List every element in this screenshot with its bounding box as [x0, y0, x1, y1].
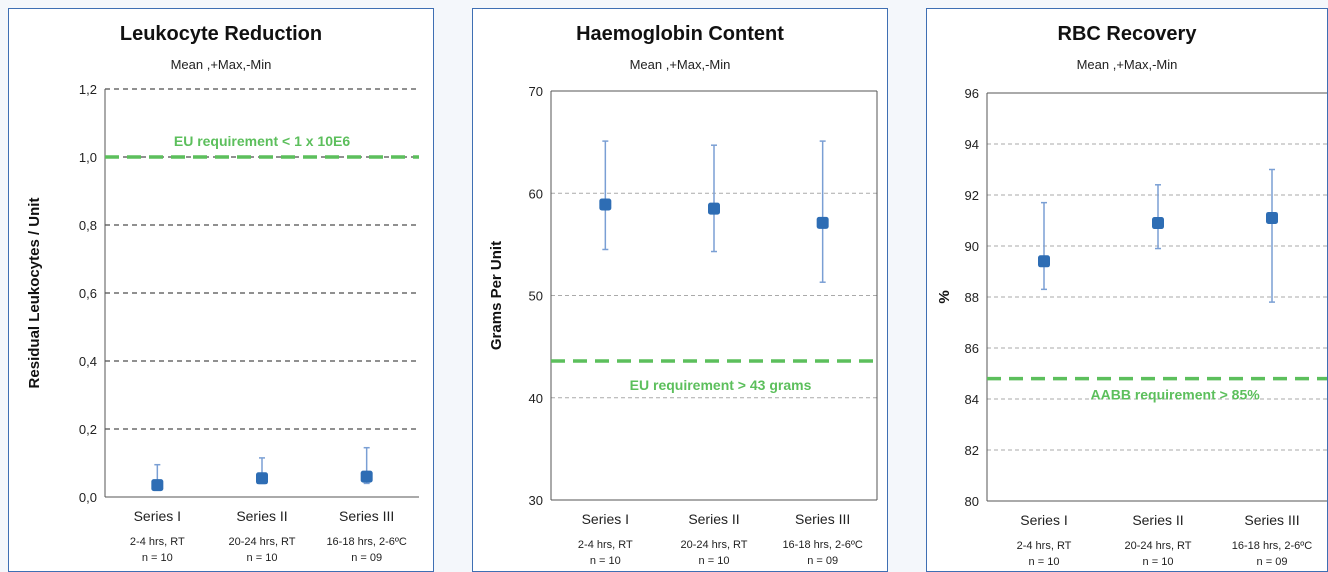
y-tick-label: 86: [965, 341, 979, 356]
y-tick-label: 0,2: [79, 422, 97, 437]
y-tick-label: 90: [965, 239, 979, 254]
requirement-label: EU requirement > 43 grams: [630, 377, 812, 393]
x-category-condition: 16-18 hrs, 2-6ºC: [1232, 540, 1312, 552]
y-tick-label: 50: [529, 289, 543, 304]
x-category-label: Series I: [134, 508, 181, 524]
x-category-n: n = 10: [590, 555, 621, 567]
requirement-label: EU requirement < 1 x 10E6: [174, 133, 350, 149]
x-category-condition: 16-18 hrs, 2-6ºC: [782, 539, 862, 551]
mean-marker: [1266, 211, 1278, 224]
y-tick-label: 30: [529, 493, 543, 508]
y-tick-label: 1,0: [79, 150, 97, 165]
y-axis-title: %: [936, 290, 953, 303]
x-category-condition: 2-4 hrs, RT: [578, 539, 633, 551]
x-category-n: n = 10: [247, 552, 278, 564]
y-tick-label: 96: [965, 86, 979, 101]
chart-panel-haemoglobin-content: Haemoglobin Content Mean ,+Max,-Min 30 40…: [472, 8, 888, 572]
x-category-label: Series III: [795, 511, 850, 527]
x-category-condition: 16-18 hrs, 2-6ºC: [326, 536, 406, 548]
y-tick-label: 1,2: [79, 82, 97, 97]
requirement-label: AABB requirement > 85%: [1090, 387, 1260, 403]
y-tick-label: 82: [965, 443, 979, 458]
y-tick-label: 84: [965, 392, 979, 407]
x-category-condition: 20-24 hrs, RT: [228, 536, 295, 548]
x-category-label: Series III: [1244, 512, 1299, 528]
chart-title: RBC Recovery: [1057, 23, 1197, 45]
chart-subtitle: Mean ,+Max,-Min: [629, 57, 731, 72]
chart-panel-leukocyte-reduction: Leukocyte Reduction Mean ,+Max,-Min 0,0 0…: [8, 8, 434, 572]
x-category-condition: 20-24 hrs, RT: [1124, 540, 1191, 552]
x-category-n: n = 09: [351, 552, 382, 564]
x-category-n: n = 10: [1143, 556, 1174, 568]
y-tick-label: 88: [965, 290, 979, 305]
y-tick-label: 94: [965, 137, 979, 152]
x-category-label: Series III: [339, 508, 394, 524]
y-tick-label: 92: [965, 188, 979, 203]
chart-subtitle: Mean ,+Max,-Min: [1076, 57, 1178, 72]
x-category-n: n = 10: [699, 555, 730, 567]
mean-marker: [151, 479, 164, 492]
y-axis-title: Residual Leukocytes / Unit: [26, 198, 43, 389]
x-category-n: n = 10: [142, 552, 173, 564]
y-tick-label: 0,8: [79, 218, 97, 233]
mean-marker: [1038, 255, 1050, 268]
y-tick-label: 40: [529, 391, 543, 406]
y-tick-label: 0,6: [79, 286, 97, 301]
x-category-label: Series I: [1020, 512, 1067, 528]
y-tick-label: 0,0: [79, 490, 97, 505]
mean-marker: [708, 202, 720, 215]
x-category-label: Series II: [688, 511, 739, 527]
x-category-n: n = 09: [807, 555, 838, 567]
mean-marker: [1152, 217, 1164, 230]
x-category-condition: 2-4 hrs, RT: [1017, 540, 1072, 552]
chart-svg: 80 82 84 86 88 90 92 94 96% AABB requirement > 85…: [936, 86, 1327, 568]
y-tick-label: 80: [965, 494, 979, 509]
x-category-n: n = 10: [1029, 556, 1060, 568]
y-axis-title: Grams Per Unit: [488, 241, 505, 350]
chart-panel-rbc-recovery: RBC Recovery Mean ,+Max,-Min 80 82 84 86 88 9…: [926, 8, 1328, 572]
mean-marker: [816, 216, 829, 229]
mean-marker: [599, 198, 612, 211]
chart-svg: 0,0 0,2 0,4 0,6 0,8 1,0 1,2 Residual Leukocytes…: [26, 82, 419, 564]
mean-marker: [256, 472, 268, 485]
x-category-label: Series I: [582, 511, 629, 527]
y-tick-label: 70: [529, 84, 543, 99]
chart-svg: 30 40 50 60 70 Grams Per Unit EU requirement >…: [488, 84, 878, 567]
y-tick-label: 60: [529, 186, 543, 201]
x-category-label: Series II: [1132, 512, 1183, 528]
chart-title: Haemoglobin Content: [576, 23, 784, 45]
x-category-condition: 2-4 hrs, RT: [130, 536, 185, 548]
chart-subtitle: Mean ,+Max,-Min: [170, 57, 272, 72]
mean-marker: [360, 470, 373, 483]
chart-title: Leukocyte Reduction: [119, 23, 323, 45]
x-category-label: Series II: [236, 508, 287, 524]
y-tick-label: 0,4: [79, 354, 97, 369]
x-category-n: n = 09: [1257, 556, 1288, 568]
x-category-condition: 20-24 hrs, RT: [680, 539, 747, 551]
